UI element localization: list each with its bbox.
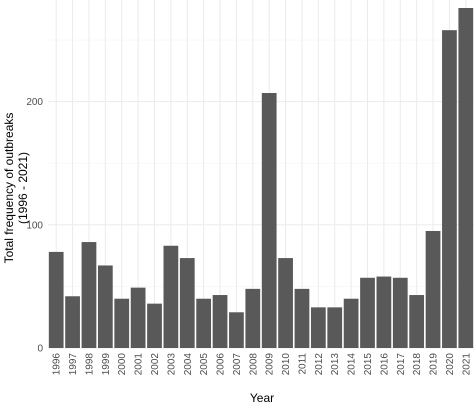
x-tick-label: 1998 bbox=[84, 353, 95, 376]
y-tick-label: 100 bbox=[26, 220, 43, 231]
bar-2018 bbox=[409, 295, 425, 348]
bar-2002 bbox=[147, 303, 162, 348]
x-tick-label: 2004 bbox=[183, 353, 194, 376]
bar-2006 bbox=[212, 295, 228, 348]
x-tick-label: 2019 bbox=[429, 353, 440, 376]
x-tick-label: 2008 bbox=[248, 353, 259, 376]
bar-1996 bbox=[48, 251, 64, 348]
bar-2016 bbox=[376, 276, 392, 348]
x-axis-ticks: 1996 1997 1998 1999 2000 2001 2002 2003 2004 2005… bbox=[52, 353, 473, 376]
bar-1998 bbox=[81, 242, 97, 348]
bar-2014 bbox=[343, 298, 359, 348]
bar-2020 bbox=[442, 30, 457, 348]
x-tick-label: 2005 bbox=[199, 353, 210, 376]
bar-2000 bbox=[114, 298, 130, 348]
bar-2003 bbox=[163, 245, 179, 348]
bar-2019 bbox=[425, 230, 441, 348]
bar-2021 bbox=[458, 8, 474, 348]
x-tick-label: 2014 bbox=[347, 353, 358, 376]
y-tick-label: 0 bbox=[37, 344, 43, 355]
x-tick-label: 2016 bbox=[379, 353, 390, 376]
bar-2009 bbox=[261, 93, 277, 348]
x-tick-label: 2020 bbox=[445, 353, 456, 376]
x-tick-label: 2017 bbox=[396, 353, 407, 376]
y-axis-ticks: 0 100 200 bbox=[26, 97, 43, 354]
x-axis-title: Year bbox=[250, 391, 274, 404]
bar-2005 bbox=[196, 298, 212, 348]
bar-1999 bbox=[97, 265, 113, 348]
y-axis-title-line: Total frequency of outbreaks bbox=[2, 113, 16, 264]
x-tick-label: 2006 bbox=[216, 353, 227, 376]
bar-2007 bbox=[229, 312, 244, 348]
x-tick-label: 2009 bbox=[265, 353, 276, 376]
bar-2010 bbox=[278, 258, 293, 348]
bar-1997 bbox=[65, 296, 80, 348]
x-tick-label: 2003 bbox=[166, 353, 177, 376]
y-axis-title: Total frequency of outbreaks(1996 - 2021… bbox=[2, 113, 30, 264]
bar-2001 bbox=[130, 287, 146, 348]
x-tick-label: 2013 bbox=[330, 353, 341, 376]
y-tick-label: 200 bbox=[26, 97, 43, 108]
bar-2013 bbox=[327, 307, 343, 348]
x-tick-label: 1996 bbox=[52, 353, 63, 376]
x-tick-label: 2001 bbox=[134, 353, 145, 376]
x-tick-label: 2011 bbox=[297, 353, 308, 375]
x-tick-label: 2012 bbox=[314, 353, 325, 376]
x-tick-label: 2021 bbox=[461, 353, 472, 376]
x-tick-label: 2002 bbox=[150, 353, 161, 376]
x-tick-label: 2000 bbox=[117, 353, 128, 376]
bar-2015 bbox=[360, 277, 375, 348]
bar-2008 bbox=[245, 288, 261, 348]
x-tick-label: 2018 bbox=[412, 353, 423, 376]
bar-2004 bbox=[179, 258, 195, 348]
x-tick-label: 2007 bbox=[232, 353, 243, 376]
bars-group bbox=[48, 8, 474, 348]
bar-2017 bbox=[392, 277, 408, 348]
x-tick-label: 2015 bbox=[363, 353, 374, 376]
bar-2012 bbox=[310, 307, 326, 348]
x-tick-label: 1999 bbox=[101, 353, 112, 376]
x-tick-label: 1997 bbox=[68, 353, 79, 376]
bar-2011 bbox=[294, 288, 310, 348]
x-tick-label: 2010 bbox=[281, 353, 292, 376]
y-axis-title-line: (1996 - 2021) bbox=[16, 152, 30, 224]
